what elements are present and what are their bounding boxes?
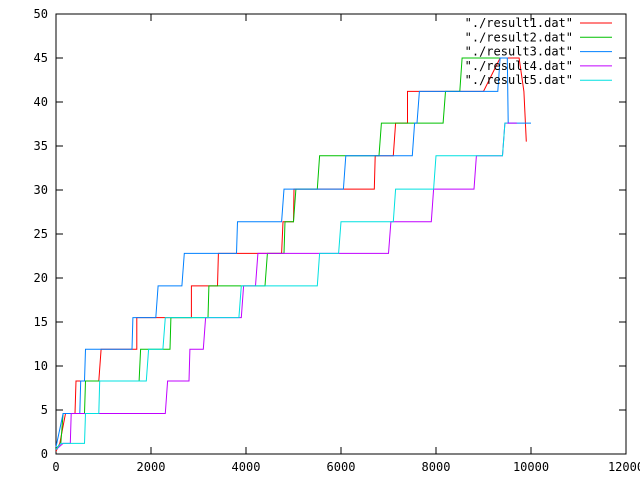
series-line-3 [55, 57, 531, 448]
x-tick-label-1: 2000 [137, 460, 166, 474]
y-tick-label-3: 15 [34, 315, 48, 329]
legend-label-2: "./result2.dat" [465, 30, 573, 44]
y-tick-label-5: 25 [34, 227, 48, 241]
y-tick-label-0: 0 [41, 447, 48, 461]
y-tick-label-8: 40 [34, 95, 48, 109]
legend-label-1: "./result1.dat" [465, 16, 573, 30]
y-tick-label-4: 20 [34, 271, 48, 285]
series-line-1 [55, 57, 527, 452]
x-tick-label-2: 4000 [232, 460, 261, 474]
y-tick-label-6: 30 [34, 183, 48, 197]
series-layer [55, 57, 531, 452]
x-tick-label-3: 6000 [327, 460, 356, 474]
y-tick-label-10: 50 [34, 7, 48, 21]
series-line-5 [55, 122, 508, 450]
legend: "./result1.dat""./result2.dat""./result3… [465, 16, 612, 87]
legend-label-4: "./result4.dat" [465, 59, 573, 73]
legend-label-3: "./result3.dat" [465, 45, 573, 59]
x-tick-label-4: 8000 [422, 460, 451, 474]
y-tick-label-1: 5 [41, 403, 48, 417]
y-tick-label-9: 45 [34, 51, 48, 65]
legend-label-5: "./result5.dat" [465, 73, 573, 87]
x-tick-label-0: 0 [52, 460, 59, 474]
y-tick-label-7: 35 [34, 139, 48, 153]
x-tick-label-5: 10000 [513, 460, 549, 474]
y-tick-label-2: 10 [34, 359, 48, 373]
